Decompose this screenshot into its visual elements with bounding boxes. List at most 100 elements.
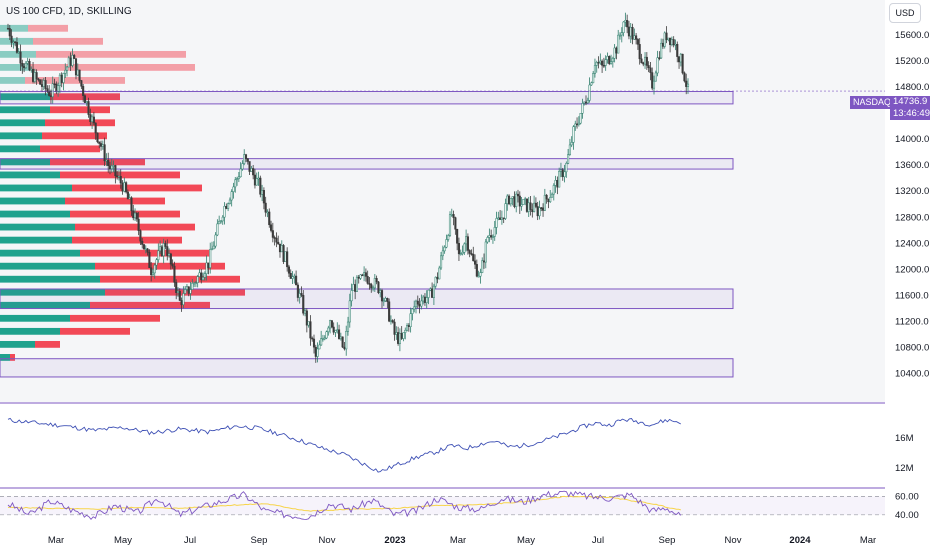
volume-profile-up-bar <box>0 210 70 218</box>
candle-body <box>207 262 210 268</box>
candle-body <box>96 132 99 143</box>
candle-body <box>57 85 60 92</box>
time-tick-label: Mar <box>48 535 64 546</box>
candle-body <box>593 65 596 74</box>
candle-body <box>83 95 86 103</box>
time-axis[interactable]: Mar May Jul Sep Nov 2023 Mar May Jul Sep Nov 2024 Ma… <box>0 525 885 550</box>
rsi-tick-label: 40.00 <box>895 510 919 521</box>
price-axis[interactable]: 10400.0 10800.0 11200.0 11600.0 12000.0 12400… <box>885 0 932 550</box>
candle-body <box>289 273 292 279</box>
time-tick-label: May <box>114 535 132 546</box>
volume-profile-down-bar <box>50 158 145 166</box>
candle-body <box>48 90 51 96</box>
price-candles <box>6 12 690 363</box>
candle-body <box>218 220 221 225</box>
volume-profile-down-bar <box>70 210 180 218</box>
time-tick-label: 2024 <box>789 535 811 546</box>
price-tick-label: 10400.0 <box>895 369 929 380</box>
candle-body <box>448 214 452 236</box>
candle-body <box>622 21 625 33</box>
volume-profile-up-bar <box>0 301 90 309</box>
price-tick-label: 12400.0 <box>895 238 929 249</box>
volume-profile-up-bar <box>0 249 80 257</box>
candle-body <box>418 303 421 307</box>
candle-body <box>162 243 165 257</box>
candle-body <box>357 276 360 279</box>
candle-body <box>284 251 287 262</box>
price-tick-label: 13600.0 <box>895 160 929 171</box>
candle-body <box>169 253 172 265</box>
candle-body <box>658 57 661 59</box>
candle-body <box>364 272 367 277</box>
candle-body <box>456 229 459 244</box>
volume-profile-up-bar <box>0 327 60 335</box>
volume-profile-down-bar <box>60 327 130 335</box>
candle-body <box>361 274 364 277</box>
candle-body <box>134 212 137 219</box>
candle-body <box>647 65 650 69</box>
candle-body <box>627 26 630 37</box>
candle-body <box>193 282 196 285</box>
candle-body <box>547 198 550 203</box>
candle-body <box>150 267 153 276</box>
candle-body <box>287 266 290 274</box>
candle-body <box>422 296 425 302</box>
candle-body <box>67 57 70 68</box>
candle-body <box>436 276 439 280</box>
candle-body <box>590 82 593 86</box>
candle-body <box>216 223 219 236</box>
volume-profile-down-bar <box>30 63 195 71</box>
candle-body <box>474 260 477 265</box>
candle-body <box>302 295 305 314</box>
candle-body <box>404 329 407 333</box>
candle-body <box>617 34 620 54</box>
candle-body <box>397 332 400 344</box>
candle-body <box>202 277 205 281</box>
candle-body <box>271 230 274 238</box>
candle-body <box>493 227 496 237</box>
candle-body <box>24 63 27 69</box>
candle-body <box>44 80 47 89</box>
candle-body <box>445 239 448 248</box>
candle-body <box>184 289 187 294</box>
volume-profile-down-bar <box>65 197 165 205</box>
candle-body <box>53 83 56 86</box>
candle-body <box>250 168 253 172</box>
candle-body <box>660 42 663 59</box>
candle-body <box>495 218 498 228</box>
candle-body <box>574 123 577 127</box>
candle-body <box>286 251 289 268</box>
currency-button[interactable]: USD <box>889 3 921 23</box>
candle-body <box>298 293 301 298</box>
candle-body <box>447 235 450 240</box>
candle-body <box>332 326 335 333</box>
candle-body <box>148 252 151 268</box>
candle-body <box>343 346 346 350</box>
candle-body <box>189 289 192 294</box>
candle-body <box>64 69 67 74</box>
candle-body <box>114 165 117 177</box>
candle-body <box>196 276 199 284</box>
candle-body <box>225 205 228 209</box>
candle-body <box>139 230 142 242</box>
candle-body <box>379 290 382 293</box>
candle-body <box>33 72 36 82</box>
candle-body <box>132 210 135 219</box>
volume-profile-down-bar <box>40 145 100 153</box>
volume-profile-down-bar <box>50 106 110 114</box>
candle-body <box>125 182 128 193</box>
candle-body <box>257 177 260 180</box>
candle-body <box>40 84 44 87</box>
bar-countdown: 13:46:49 <box>893 108 930 119</box>
candle-body <box>153 264 156 274</box>
candle-body <box>481 260 484 273</box>
candle-body <box>171 263 174 267</box>
candle-body <box>577 122 580 125</box>
candle-body <box>411 308 414 314</box>
candle-body <box>572 126 575 143</box>
candle-body <box>400 333 403 339</box>
candle-body <box>504 203 507 219</box>
candle-body <box>32 68 35 82</box>
